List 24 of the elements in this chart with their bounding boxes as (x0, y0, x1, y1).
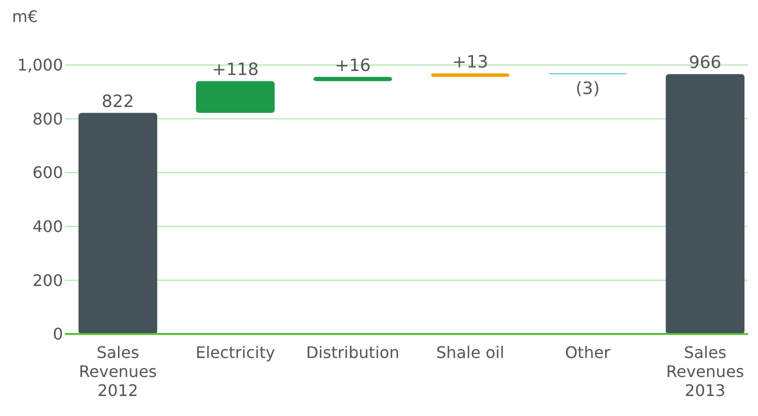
x-tick-label: Sales Revenues 2013 (666, 343, 744, 400)
data-label: +16 (334, 56, 371, 76)
x-tick-label: Other (564, 343, 611, 362)
data-label: +13 (452, 52, 488, 72)
data-label: (3) (576, 79, 600, 100)
x-tick-label: Sales Revenues 2012 (78, 343, 157, 400)
y-tick-label: 800 (32, 109, 63, 128)
y-tick-label: 1,000 (17, 56, 63, 75)
y-tick-label: 600 (32, 163, 63, 182)
data-label: +118 (212, 60, 259, 80)
y-tick-label: 400 (32, 217, 63, 236)
y-tick-label: 200 (32, 270, 63, 290)
bar (78, 112, 158, 334)
x-tick-label: Electricity (196, 343, 276, 362)
y-axis-title: m€ (12, 7, 38, 26)
data-label: 966 (688, 53, 722, 74)
bar (666, 74, 744, 334)
data-label: 822 (102, 92, 134, 112)
bar (313, 76, 392, 82)
bar (430, 73, 510, 77)
x-tick-label: Shale oil (436, 343, 504, 362)
y-tick-label: 0 (52, 324, 63, 344)
bar (196, 81, 275, 113)
x-tick-label: Distribution (306, 343, 400, 362)
